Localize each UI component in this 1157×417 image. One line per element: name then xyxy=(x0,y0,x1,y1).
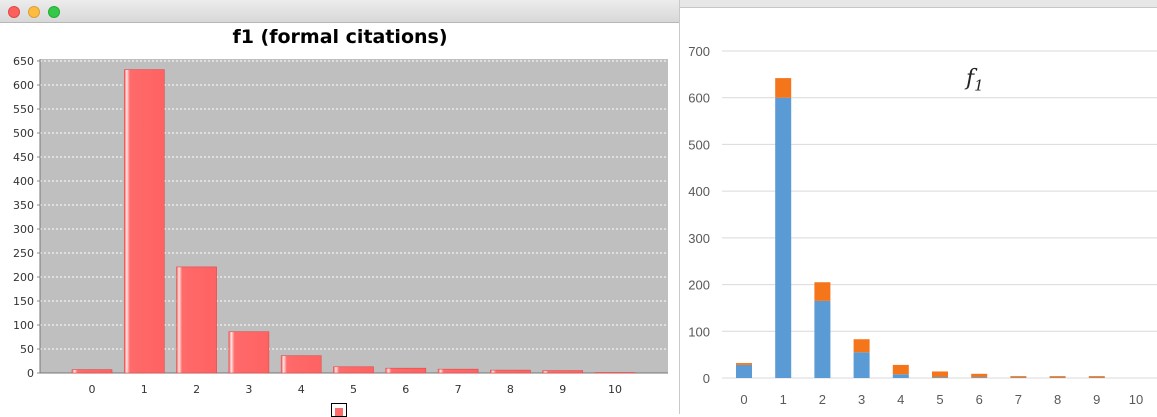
x-tick-label: 0 xyxy=(740,392,747,407)
y-tick-label: 100 xyxy=(688,324,710,339)
y-tick-label: 600 xyxy=(688,91,710,106)
x-tick-label: 10 xyxy=(1129,392,1143,407)
y-tick-label: 0 xyxy=(703,371,710,386)
x-tick-label: 4 xyxy=(897,392,904,407)
stacked-bar-segment xyxy=(1010,376,1026,377)
stacked-bar-segment xyxy=(775,98,791,378)
x-tick-label: 7 xyxy=(1015,392,1022,407)
x-tick-label: 1 xyxy=(780,392,787,407)
stacked-bar-segment xyxy=(814,301,830,378)
y-tick-label: 200 xyxy=(688,278,710,293)
stacked-bar-segment xyxy=(932,371,948,377)
x-tick-label: 3 xyxy=(858,392,865,407)
x-tick-label: 6 xyxy=(976,392,983,407)
stacked-bar-segment xyxy=(736,363,752,365)
y-tick-label: 300 xyxy=(688,231,710,246)
y-tick-label: 500 xyxy=(688,137,710,152)
stacked-bar-segment xyxy=(814,282,830,301)
x-tick-label: 5 xyxy=(936,392,943,407)
x-tick-label: 9 xyxy=(1093,392,1100,407)
stacked-bar-segment xyxy=(854,339,870,352)
stacked-bar-segment xyxy=(854,352,870,378)
stacked-bar-segment xyxy=(1050,376,1066,377)
stacked-bar-segment xyxy=(775,78,791,98)
right-chart-title: f1 xyxy=(966,66,984,94)
stacked-bar-segment xyxy=(971,377,987,378)
stacked-bar-segment xyxy=(1089,376,1105,377)
x-tick-label: 2 xyxy=(819,392,826,407)
y-tick-label: 700 xyxy=(688,44,710,59)
stacked-bar-segment xyxy=(893,374,909,378)
stacked-bar-segment xyxy=(971,374,987,377)
stacked-bar-segment xyxy=(893,365,909,374)
stacked-bar-segment xyxy=(932,377,948,378)
y-tick-label: 400 xyxy=(688,184,710,199)
x-tick-label: 8 xyxy=(1054,392,1061,407)
stacked-bar-segment xyxy=(736,365,752,378)
